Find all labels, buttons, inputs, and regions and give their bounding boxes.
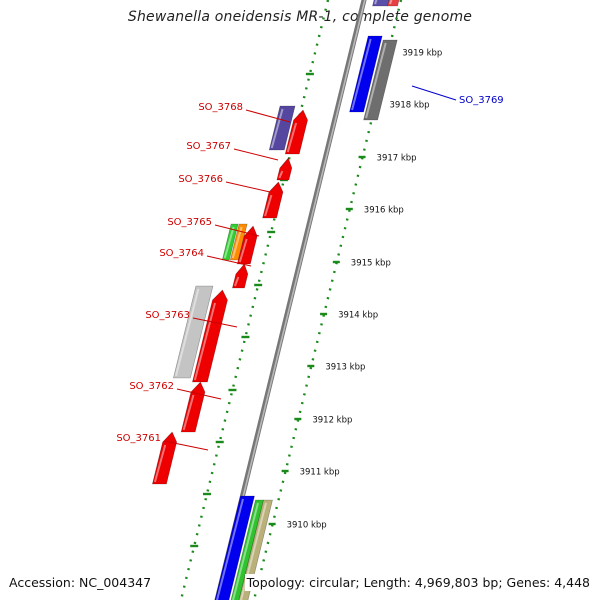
- accession-text: Accession: NC_004347: [7, 574, 154, 591]
- gene-so-3761-arrow: [152, 431, 178, 485]
- gene-label-so-3769: SO_3769: [411, 85, 504, 106]
- gene-label-so-3763: SO_3763: [145, 310, 238, 328]
- gene-so-3767-arrow-shine: [278, 170, 284, 179]
- gene-label-text: SO_3766: [178, 174, 223, 185]
- gene-so-3765-orange-block: [229, 223, 248, 261]
- tick-label: 3912 kbp: [312, 416, 352, 426]
- gene-so-3768-block-shine: [270, 108, 284, 149]
- gene-so-3765-green-block-shine: [223, 226, 235, 259]
- gene-leader-line: [411, 85, 457, 101]
- gene-so-3767-arrow: [276, 157, 293, 181]
- tick-label: 3915 kbp: [351, 259, 391, 269]
- tick-label: 3913 kbp: [325, 363, 365, 373]
- gene-label-so-3764: SO_3764: [159, 248, 252, 267]
- gene-so-3768-block: [268, 105, 296, 151]
- genome-title: Shewanella oneidensis MR-1, complete gen…: [127, 9, 473, 25]
- gene-label-so-3767: SO_3767: [186, 141, 279, 161]
- gene-bottom-blue-block: [214, 495, 255, 600]
- tick-label: 3911 kbp: [300, 468, 340, 478]
- gene-leader-line: [163, 440, 209, 451]
- scale-tick: 3916 kbp: [345, 206, 404, 216]
- gene-so-3764-arrow: [232, 263, 249, 289]
- gene-label-text: SO_3764: [159, 248, 204, 259]
- scale-tick: 3915 kbp: [332, 259, 391, 269]
- gene-so-3763-arrow: [192, 289, 228, 383]
- scale-tick: 3910 kbp: [268, 521, 327, 531]
- gene-leader-line: [206, 255, 252, 267]
- gene-label-so-3762: SO_3762: [129, 381, 222, 400]
- scale-tick: 3912 kbp: [294, 416, 352, 426]
- gene-label-so-3761: SO_3761: [116, 433, 209, 451]
- gene-leader-line: [176, 388, 222, 400]
- gene-label-so-3765: SO_3765: [167, 217, 260, 237]
- gene-label-text: SO_3768: [198, 102, 243, 113]
- gene-so-3763-gray-block-shine: [174, 288, 200, 377]
- gene-label-text: SO_3769: [459, 95, 504, 106]
- gene-so-3769-context-block-shine: [365, 42, 387, 119]
- gene-top-block-b: [387, 0, 400, 7]
- gene-label-text: SO_3761: [116, 433, 161, 444]
- gene-so-3761-arrow-shine: [153, 444, 167, 483]
- gene-so-3765-green-block: [221, 223, 239, 261]
- gene-so-3762-arrow-shine: [182, 394, 195, 431]
- gene-label-text: SO_3763: [145, 310, 190, 321]
- gene-so-3766-arrow-shine: [264, 194, 273, 217]
- tick-label: 3917 kbp: [377, 154, 417, 164]
- gene-bottom-green-block: [230, 499, 264, 600]
- scale-tick: 3914 kbp: [320, 311, 378, 321]
- genome-summary-text: Topology: circular; Length: 4,969,803 bp…: [244, 574, 592, 591]
- gene-so-3763-arrow-shine: [193, 302, 216, 381]
- gene-leader-line: [192, 317, 238, 328]
- gene-label-so-3768: SO_3768: [198, 102, 291, 123]
- tick-label: 3918 kbp: [390, 101, 430, 111]
- tick-label: 3916 kbp: [364, 206, 404, 216]
- gene-label-text: SO_3762: [129, 381, 174, 392]
- tick-label: 3919 kbp: [402, 49, 442, 59]
- gene-leader-line: [233, 148, 279, 161]
- gene-so-3769-block: [349, 35, 383, 113]
- gene-leader-line: [214, 224, 260, 237]
- gene-label-text: SO_3765: [167, 217, 212, 228]
- gene-top-block-b-shine: [389, 0, 393, 5]
- gene-bottom-green-block-shine: [232, 502, 259, 600]
- gene-label-text: SO_3767: [186, 141, 231, 152]
- inner-tick-ring: [179, 0, 330, 600]
- tick-label: 3914 kbp: [338, 311, 378, 321]
- gene-so-3768-arrow-shine: [286, 122, 298, 153]
- gene-leader-line: [225, 181, 271, 193]
- gene-bottom-olive-block-shine: [240, 502, 267, 600]
- gene-top-block-a-shine: [374, 0, 378, 5]
- gene-so-3763-gray-block: [173, 285, 214, 379]
- gene-leader-line: [245, 109, 291, 123]
- gene-so-3766-arrow: [262, 181, 284, 219]
- scale-tick: 3917 kbp: [358, 154, 417, 164]
- gene-so-3765-arrow-shine: [238, 238, 248, 263]
- tick-label: 3910 kbp: [287, 521, 327, 531]
- scale-tick: 3913 kbp: [307, 363, 365, 373]
- gene-so-3764-arrow-shine: [234, 276, 240, 287]
- gene-so-3769-block-shine: [351, 38, 372, 111]
- outer-tick-ring: [252, 0, 403, 600]
- gene-bottom-blue-block-shine: [216, 498, 244, 600]
- scale-tick: 3911 kbp: [281, 468, 340, 478]
- gene-so-3768-arrow: [284, 109, 308, 155]
- gene-so-3765-orange-block-shine: [231, 226, 243, 259]
- gene-label-so-3766: SO_3766: [178, 174, 271, 193]
- gene-so-3769-context-block: [363, 39, 398, 121]
